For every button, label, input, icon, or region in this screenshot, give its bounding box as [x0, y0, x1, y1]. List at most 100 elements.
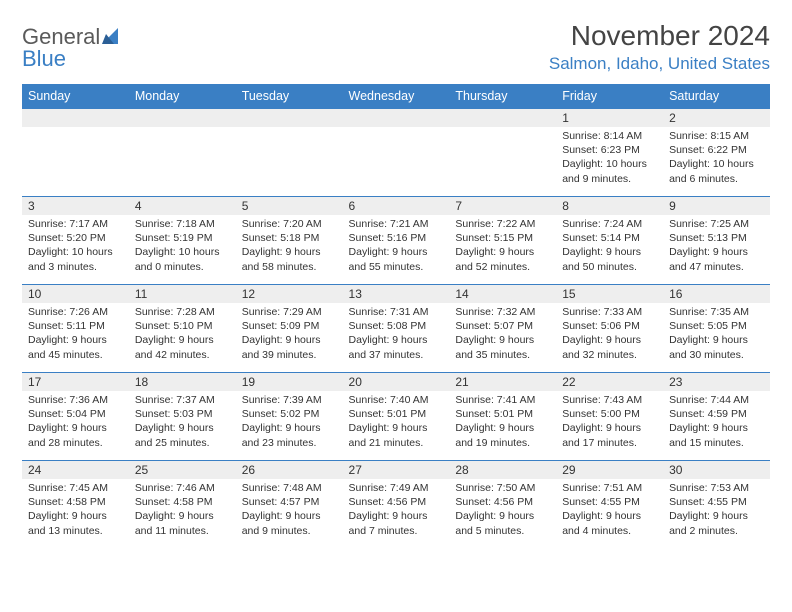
calendar-day-cell: . — [343, 108, 450, 196]
calendar-week-row: 17Sunrise: 7:36 AMSunset: 5:04 PMDayligh… — [22, 372, 770, 460]
day-header: Friday — [556, 84, 663, 108]
calendar-day-cell: 3Sunrise: 7:17 AMSunset: 5:20 PMDaylight… — [22, 196, 129, 284]
sunset-text: Sunset: 5:07 PM — [455, 319, 550, 333]
sunset-text: Sunset: 5:06 PM — [562, 319, 657, 333]
location: Salmon, Idaho, United States — [549, 54, 770, 74]
day-body: Sunrise: 7:46 AMSunset: 4:58 PMDaylight:… — [129, 479, 236, 542]
day-body: Sunrise: 7:36 AMSunset: 5:04 PMDaylight:… — [22, 391, 129, 454]
day-body: Sunrise: 7:45 AMSunset: 4:58 PMDaylight:… — [22, 479, 129, 542]
month-title: November 2024 — [549, 20, 770, 52]
calendar-day-cell: 29Sunrise: 7:51 AMSunset: 4:55 PMDayligh… — [556, 460, 663, 548]
calendar-week-row: 24Sunrise: 7:45 AMSunset: 4:58 PMDayligh… — [22, 460, 770, 548]
daylight-text: Daylight: 9 hours and 42 minutes. — [135, 333, 230, 361]
daylight-text: Daylight: 10 hours and 6 minutes. — [669, 157, 764, 185]
sunrise-text: Sunrise: 7:25 AM — [669, 217, 764, 231]
day-number: 27 — [343, 461, 450, 479]
calendar-day-cell: 13Sunrise: 7:31 AMSunset: 5:08 PMDayligh… — [343, 284, 450, 372]
daylight-text: Daylight: 9 hours and 7 minutes. — [349, 509, 444, 537]
sunset-text: Sunset: 4:58 PM — [28, 495, 123, 509]
sunset-text: Sunset: 5:01 PM — [455, 407, 550, 421]
sunset-text: Sunset: 5:14 PM — [562, 231, 657, 245]
daylight-text: Daylight: 9 hours and 39 minutes. — [242, 333, 337, 361]
sunrise-text: Sunrise: 7:18 AM — [135, 217, 230, 231]
day-body: Sunrise: 7:22 AMSunset: 5:15 PMDaylight:… — [449, 215, 556, 278]
daylight-text: Daylight: 10 hours and 9 minutes. — [562, 157, 657, 185]
calendar-day-cell: 21Sunrise: 7:41 AMSunset: 5:01 PMDayligh… — [449, 372, 556, 460]
sunrise-text: Sunrise: 7:37 AM — [135, 393, 230, 407]
calendar-day-cell: 8 Sunrise: 7:24 AMSunset: 5:14 PMDaylight… — [556, 196, 663, 284]
daylight-text: Daylight: 9 hours and 55 minutes. — [349, 245, 444, 273]
sunrise-text: Sunrise: 7:24 AM — [562, 217, 657, 231]
day-body: Sunrise: 7:18 AMSunset: 5:19 PMDaylight:… — [129, 215, 236, 278]
daylight-text: Daylight: 9 hours and 32 minutes. — [562, 333, 657, 361]
day-number: 17 — [22, 373, 129, 391]
sunrise-text: Sunrise: 7:53 AM — [669, 481, 764, 495]
daylight-text: Daylight: 9 hours and 9 minutes. — [242, 509, 337, 537]
day-number: 28 — [449, 461, 556, 479]
sunset-text: Sunset: 5:05 PM — [669, 319, 764, 333]
daylight-text: Daylight: 10 hours and 0 minutes. — [135, 245, 230, 273]
sunrise-text: Sunrise: 7:29 AM — [242, 305, 337, 319]
day-body: Sunrise: 7:20 AMSunset: 5:18 PMDaylight:… — [236, 215, 343, 278]
calendar-day-cell: 12Sunrise: 7:29 AMSunset: 5:09 PMDayligh… — [236, 284, 343, 372]
daylight-text: Daylight: 9 hours and 28 minutes. — [28, 421, 123, 449]
sunrise-text: Sunrise: 7:50 AM — [455, 481, 550, 495]
calendar-day-cell: 26Sunrise: 7:48 AMSunset: 4:57 PMDayligh… — [236, 460, 343, 548]
sunrise-text: Sunrise: 8:15 AM — [669, 129, 764, 143]
sunrise-text: Sunrise: 7:41 AM — [455, 393, 550, 407]
day-body: Sunrise: 7:17 AMSunset: 5:20 PMDaylight:… — [22, 215, 129, 278]
calendar-day-cell: 20Sunrise: 7:40 AMSunset: 5:01 PMDayligh… — [343, 372, 450, 460]
day-number: 24 — [22, 461, 129, 479]
day-header: Thursday — [449, 84, 556, 108]
daylight-text: Daylight: 9 hours and 23 minutes. — [242, 421, 337, 449]
day-body: Sunrise: 7:35 AMSunset: 5:05 PMDaylight:… — [663, 303, 770, 366]
day-body: Sunrise: 7:31 AMSunset: 5:08 PMDaylight:… — [343, 303, 450, 366]
day-body: Sunrise: 7:26 AMSunset: 5:11 PMDaylight:… — [22, 303, 129, 366]
logo-mark-icon — [102, 24, 124, 49]
calendar-week-row: 3Sunrise: 7:17 AMSunset: 5:20 PMDaylight… — [22, 196, 770, 284]
calendar-day-cell: 1Sunrise: 8:14 AMSunset: 6:23 PMDaylight… — [556, 108, 663, 196]
logo-word2: Blue — [22, 46, 66, 71]
daylight-text: Daylight: 9 hours and 30 minutes. — [669, 333, 764, 361]
day-number: 8 — [556, 197, 663, 215]
day-header: Tuesday — [236, 84, 343, 108]
sunset-text: Sunset: 4:56 PM — [455, 495, 550, 509]
day-body — [236, 127, 343, 133]
header: General Blue November 2024 Salmon, Idaho… — [22, 20, 770, 74]
calendar-day-cell: 15Sunrise: 7:33 AMSunset: 5:06 PMDayligh… — [556, 284, 663, 372]
day-body: Sunrise: 7:48 AMSunset: 4:57 PMDaylight:… — [236, 479, 343, 542]
day-header: Saturday — [663, 84, 770, 108]
logo-text: General Blue — [22, 26, 124, 70]
day-number: 11 — [129, 285, 236, 303]
calendar-day-cell: 2Sunrise: 8:15 AMSunset: 6:22 PMDaylight… — [663, 108, 770, 196]
daylight-text: Daylight: 9 hours and 19 minutes. — [455, 421, 550, 449]
sunrise-text: Sunrise: 7:39 AM — [242, 393, 337, 407]
day-number: 2 — [663, 109, 770, 127]
day-body: Sunrise: 7:25 AMSunset: 5:13 PMDaylight:… — [663, 215, 770, 278]
sunrise-text: Sunrise: 7:21 AM — [349, 217, 444, 231]
day-body: Sunrise: 7:32 AMSunset: 5:07 PMDaylight:… — [449, 303, 556, 366]
day-number: 25 — [129, 461, 236, 479]
day-number: 19 — [236, 373, 343, 391]
calendar-day-cell: 23Sunrise: 7:44 AMSunset: 4:59 PMDayligh… — [663, 372, 770, 460]
day-body: Sunrise: 7:44 AMSunset: 4:59 PMDaylight:… — [663, 391, 770, 454]
sunset-text: Sunset: 5:08 PM — [349, 319, 444, 333]
sunset-text: Sunset: 5:00 PM — [562, 407, 657, 421]
daylight-text: Daylight: 9 hours and 15 minutes. — [669, 421, 764, 449]
daylight-text: Daylight: 9 hours and 52 minutes. — [455, 245, 550, 273]
day-number: 26 — [236, 461, 343, 479]
sunset-text: Sunset: 5:13 PM — [669, 231, 764, 245]
daylight-text: Daylight: 9 hours and 4 minutes. — [562, 509, 657, 537]
sunrise-text: Sunrise: 7:26 AM — [28, 305, 123, 319]
sunset-text: Sunset: 4:55 PM — [562, 495, 657, 509]
calendar-table: Sunday Monday Tuesday Wednesday Thursday… — [22, 84, 770, 548]
sunset-text: Sunset: 5:03 PM — [135, 407, 230, 421]
calendar-day-cell: 11Sunrise: 7:28 AMSunset: 5:10 PMDayligh… — [129, 284, 236, 372]
day-number: 9 — [663, 197, 770, 215]
daylight-text: Daylight: 9 hours and 50 minutes. — [562, 245, 657, 273]
day-header-row: Sunday Monday Tuesday Wednesday Thursday… — [22, 84, 770, 108]
day-body — [129, 127, 236, 133]
day-body — [343, 127, 450, 133]
calendar-day-cell: 9Sunrise: 7:25 AMSunset: 5:13 PMDaylight… — [663, 196, 770, 284]
day-body: Sunrise: 7:49 AMSunset: 4:56 PMDaylight:… — [343, 479, 450, 542]
